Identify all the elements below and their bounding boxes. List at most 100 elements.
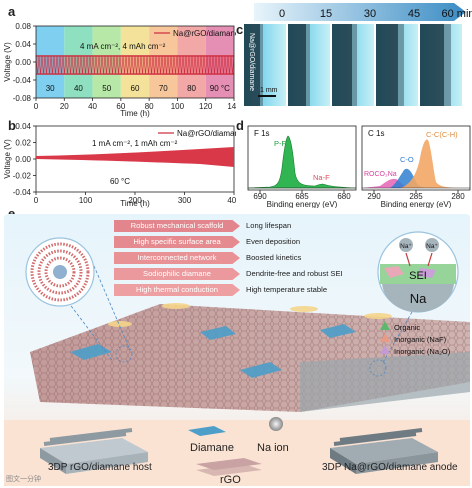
f1s-title: F 1s [254,129,270,138]
f1s-tick-label: 685 [295,192,309,201]
panel-label-e: e [8,206,16,221]
y-ticks: 0.08 0.04 0.00 -0.04 -0.08 [13,22,36,103]
rgo-label: rGO [220,474,241,486]
c1s-spectrum: C 1s C-C(C-H) C-O ROCO₂Na 290 285 280 Bind… [361,125,471,208]
voltage-trace [35,55,235,75]
temp-label: 40 [74,84,83,93]
panel-b-chart: 0.04 0.02 0.00 -0.02 -0.04 0 100 200 300 400 Tim… [3,122,236,208]
x-tick-label: 400 [227,196,236,205]
sei-label: SEI [409,270,427,282]
legend-na2o: Inorganic (Na₂O) [394,347,451,356]
temperature-labels: 30 40 50 60 70 80 90 °C [46,84,230,93]
f1s-tick-label: 680 [337,192,351,201]
y-tick-label: -0.04 [13,188,32,197]
x-tick-label: 100 [79,196,93,205]
y-tick-label: -0.02 [13,172,32,181]
x-tick-label: 140 [227,102,236,111]
diamane-label: Diamane [190,442,235,454]
na-ion-label: Na ion [257,442,289,454]
feature-arrow: Interconnected network [114,252,240,264]
condition-label: 4 mA cm⁻², 4 mAh cm⁻² [80,42,166,51]
x-tick-label: 300 [178,196,192,205]
sei-ion-2: Na⁺ [426,243,438,250]
peak-label-naf: Na-F [313,173,330,182]
x-ticks: 0 100 200 300 400 [34,192,236,205]
na2o-marker [380,345,390,354]
x-tick-label: 0 [34,102,39,111]
diamane-patches [70,324,356,378]
peak-label-co: C-O [400,155,414,164]
optical-frames [244,24,462,106]
time-labels: 0 15 30 45 60 min [279,8,472,20]
time-label: 45 [408,8,420,20]
na-metal-label: Na [410,291,427,306]
y-tick-label: 0.00 [15,155,31,164]
temp-label: 30 [46,84,55,93]
c1s-x-label: Binding energy (eV) [381,200,452,208]
panel-e-schematic: Na⁺ Na⁺ SEI Na Organic Inorganic (NaF) I… [4,214,470,486]
sei-zoom-circle [377,231,459,313]
temp-band [92,26,121,98]
y-tick-label: 0.00 [15,58,31,67]
y-axis-label: Voltage (V) [3,42,12,82]
host-block [40,428,148,474]
x-axis-label: Time (h) [120,199,150,208]
c1s-title: C 1s [368,129,384,138]
x-tick-label: 20 [60,102,69,111]
result-text: Even deposition [246,237,301,246]
x-tick-label: 60 [116,102,125,111]
time-label: 30 [364,8,376,20]
organic-marker [380,321,390,330]
f1s-x-ticks: 690 685 680 [253,190,351,201]
y-tick-label: 0.02 [15,139,31,148]
na-ion-arrows [108,303,392,327]
peak-label-pf: P-F [274,139,287,148]
panel-d-xps: F 1s P-F Na-F 690 685 680 Binding energy (… [247,125,471,208]
panel-label-b: b [8,118,16,133]
legend-organic: Organic [394,323,421,332]
host-label: 3DP rGO/diamane host [48,462,152,473]
panel-a-chart: 0.080.040.00-0.04-0.08 0 20 40 60 80 100 120 14… [3,22,236,118]
y-axis-label: Voltage (V) [3,139,12,179]
result-text: Dendrite-free and robust SEI [246,269,343,278]
y-ticks: 0.04 0.02 0.00 -0.02 -0.04 [13,122,36,197]
c1s-tick-label: 280 [451,192,465,201]
rgo-icon [196,458,262,470]
x-tick-label: 200 [128,196,142,205]
temp-label: 50 [102,84,111,93]
peak-label-cc: C-C(C-H) [426,130,458,139]
c1s-x-ticks: 290 285 280 [367,190,465,201]
f1s-spectrum: F 1s P-F Na-F 690 685 680 Binding energy (… [247,125,357,208]
side-label: Na@rGO/diamane [248,33,255,91]
sei-ion-1: Na⁺ [400,243,412,250]
time-label: 0 [279,8,285,20]
feature-arrow: Sodiophilic diamane [114,268,240,280]
na-ion-icon [269,417,283,431]
temp-label: 90 °C [210,84,230,93]
x-tick-label: 120 [199,102,213,111]
time-label: 15 [320,8,332,20]
legend-label: Na@rGO/diamane [173,29,236,38]
panel-label-d: d [236,118,244,133]
diamane-icon [188,426,226,436]
panel-label-a: a [8,4,16,19]
y-tick-label: -0.08 [13,94,32,103]
result-text: Boosted kinetics [246,253,302,262]
condition-label: 1 mA cm⁻², 1 mAh cm⁻² [92,139,178,148]
temp-label: 80 [187,84,196,93]
x-tick-label: 80 [145,102,154,111]
feature-arrow: Robust mechanical scaffold [114,220,240,232]
temp-label: 60 [131,84,140,93]
x-tick-label: 0 [34,196,39,205]
x-tick-label: 40 [88,102,97,111]
sodium-layer [300,352,470,412]
anode-block [330,428,438,474]
c1s-tick-label: 285 [409,192,423,201]
panel-c-images: 0 15 30 45 60 min Na@rGO/diamane 1 mm [244,3,472,106]
voltage-band [36,147,234,167]
x-tick-label: 100 [171,102,185,111]
y-tick-label: 0.08 [15,22,31,31]
y-tick-label: -0.04 [13,76,32,85]
feature-arrow: High specific surface area [114,236,240,248]
x-ticks: 0 20 40 60 80 100 120 140 [34,98,236,111]
